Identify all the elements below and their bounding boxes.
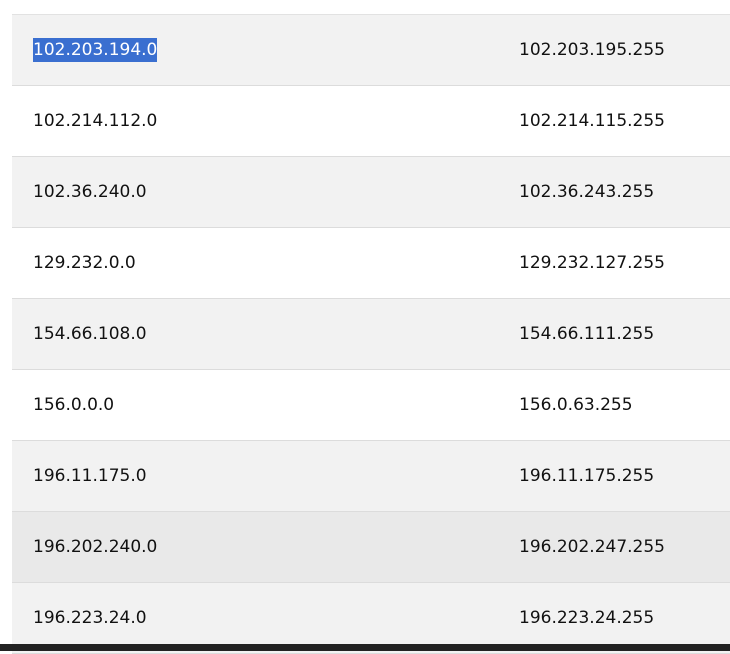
range-end: 102.203.195.255 <box>519 40 666 60</box>
range-start: 102.203.194.0 <box>33 15 158 85</box>
range-start: 196.223.24.0 <box>33 608 147 628</box>
range-end: 102.214.115.255 <box>519 111 666 131</box>
range-start: 196.202.240.0 <box>33 537 158 557</box>
range-start: 129.232.0.0 <box>33 253 136 273</box>
table-row: 154.66.108.0 154.66.111.255 <box>12 299 730 370</box>
range-end: 102.36.243.255 <box>519 182 655 202</box>
table-row: 102.203.194.0 102.203.195.255 <box>12 15 730 86</box>
bottom-bar <box>0 644 730 651</box>
ip-range-table: 102.203.194.0 102.203.195.255 102.214.112.… <box>12 14 730 654</box>
range-end: 156.0.63.255 <box>519 395 633 415</box>
range-start: 102.36.240.0 <box>33 182 147 202</box>
range-end: 196.11.175.255 <box>519 466 655 486</box>
table-row: 102.214.112.0 102.214.115.255 <box>12 86 730 157</box>
range-end: 196.223.24.255 <box>519 608 655 628</box>
range-start: 196.11.175.0 <box>33 466 147 486</box>
table-row: 196.223.24.0 196.223.24.255 <box>12 583 730 654</box>
selected-text: 102.203.194.0 <box>33 38 158 62</box>
table-row: 156.0.0.0 156.0.63.255 <box>12 370 730 441</box>
range-start: 102.214.112.0 <box>33 111 158 131</box>
table-row: 196.11.175.0 196.11.175.255 <box>12 441 730 512</box>
range-end: 129.232.127.255 <box>519 253 666 273</box>
table-row: 129.232.0.0 129.232.127.255 <box>12 228 730 299</box>
table-row: 196.202.240.0 196.202.247.255 <box>12 512 730 583</box>
table-row: 102.36.240.0 102.36.243.255 <box>12 157 730 228</box>
range-start: 156.0.0.0 <box>33 395 115 415</box>
range-start: 154.66.108.0 <box>33 324 147 344</box>
range-end: 154.66.111.255 <box>519 324 655 344</box>
range-end: 196.202.247.255 <box>519 537 666 557</box>
